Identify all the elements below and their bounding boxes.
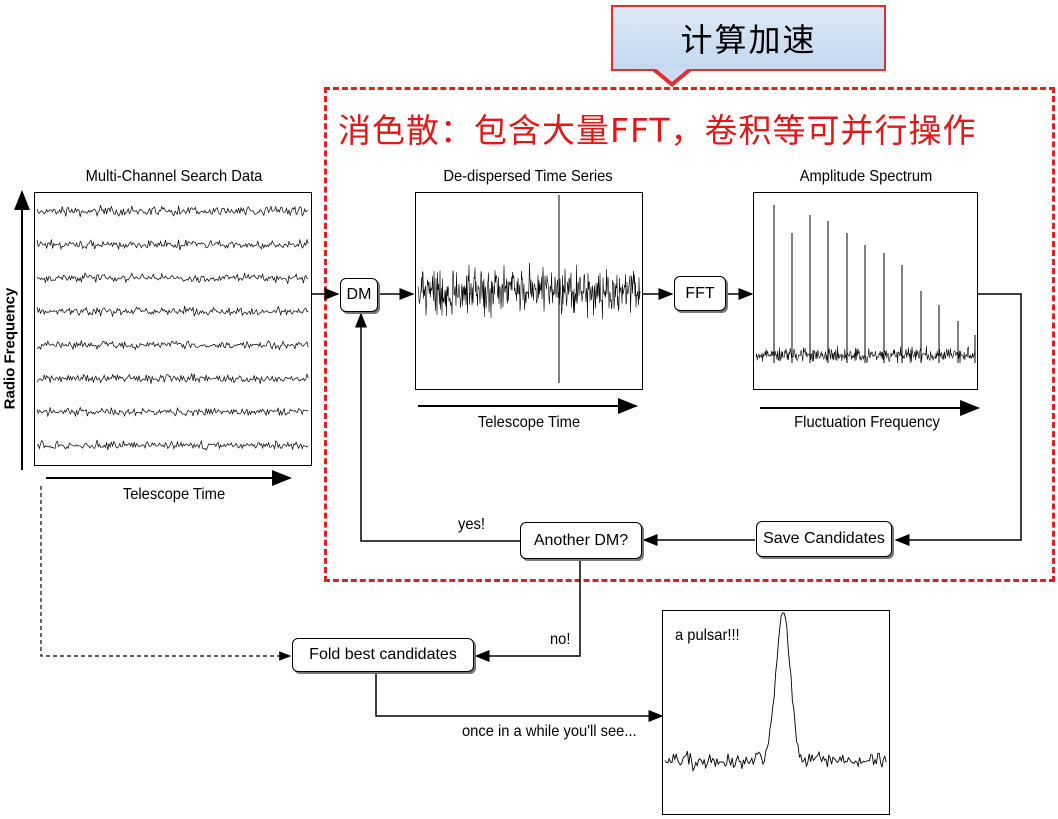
no-to-fold-arrow [474,560,581,662]
multichannel-title: Multi-Channel Search Data [85,168,263,185]
channel-trace [36,340,309,351]
channel-trace [36,406,309,418]
callout-label: 计算加速 [680,21,817,59]
multichannel-traces [36,204,309,451]
dedispersed-trace [417,195,641,383]
once-label: once in a while you'll see... [462,723,637,740]
spectrum-title: Amplitude Spectrum [799,168,933,185]
channel-trace [36,204,309,217]
callout-box: 计算加速 [611,5,886,71]
fft-node: FFT [674,276,726,311]
spectrum-trace [755,205,976,364]
headline-text: 消色散：包含大量FFT，卷积等可并行操作 [338,111,977,150]
dedispersed-title: De-dispersed Time Series [443,168,613,185]
dedispersed-panel [415,192,643,390]
channel-trace [36,238,309,251]
multichannel-panel [34,192,312,466]
channel-trace [36,439,309,451]
no-label: no! [550,631,571,648]
series-noise [417,262,641,320]
channel-trace [36,305,309,318]
pulsar-label: a pulsar!!! [675,627,740,644]
another-dm-node: Another DM? [520,522,642,559]
yes-label: yes! [458,516,485,533]
channel-trace [36,372,309,384]
data-to-fold-dashed-arrow [40,486,292,661]
callout-tail-inner [654,67,690,82]
spectrum-panel [753,192,978,390]
channel-trace [36,272,309,284]
pulsar-profile [664,612,887,773]
yes-loop-arrow [355,312,520,542]
highlight-region [324,87,1055,582]
spectrum-to-save-arrow [894,293,1022,546]
fold-to-pulsar-arrow [375,672,664,722]
multichannel-xlabel: Telescope Time [122,486,226,503]
pulsar-trace [664,612,887,773]
spectrum-xlabel: Fluctuation Frequency [794,414,940,431]
fold-best-node: Fold best candidates [292,638,474,672]
dedispersed-xlabel: Telescope Time [477,414,581,431]
dm-node: DM [340,278,378,312]
save-candidates-node: Save Candidates [756,521,892,557]
